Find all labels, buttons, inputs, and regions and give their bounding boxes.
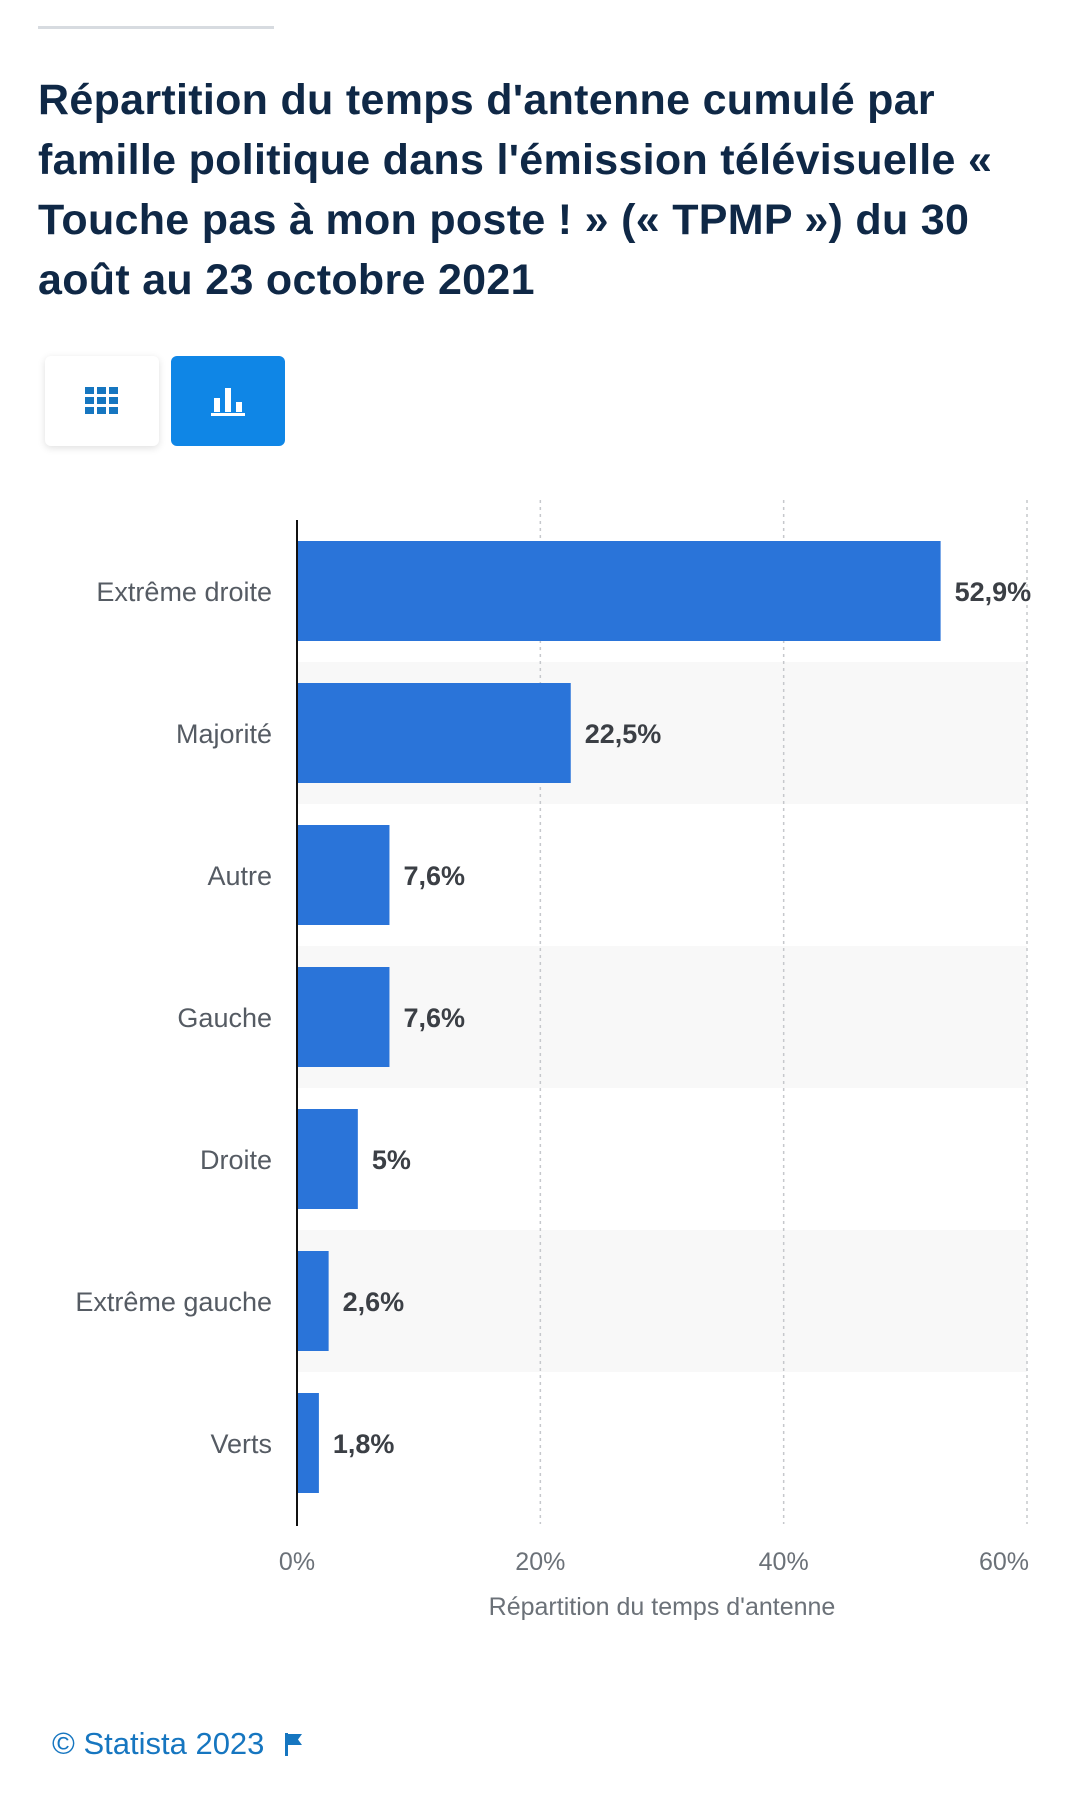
value-label: 5% — [372, 1145, 411, 1175]
bar — [297, 825, 390, 925]
bar-chart-icon — [211, 388, 245, 416]
category-label: Majorité — [176, 719, 272, 749]
bar — [297, 1393, 319, 1493]
flag-icon[interactable] — [284, 1731, 304, 1757]
category-label: Verts — [210, 1429, 272, 1459]
bar — [297, 541, 941, 641]
category-label: Droite — [200, 1145, 272, 1175]
statista-credit-link[interactable]: © Statista 2023 — [52, 1726, 265, 1761]
bar — [297, 1109, 358, 1209]
category-label: Gauche — [177, 1003, 272, 1033]
footer: © Statista 2023 — [52, 1726, 304, 1762]
value-label: 7,6% — [403, 861, 465, 891]
row-shading — [297, 1230, 1027, 1372]
value-label: 22,5% — [585, 719, 662, 749]
bar-chart: Extrême droite 52,9% Majorité 22,5% Autre 7,6… — [75, 500, 1032, 1620]
x-tick-label: 40% — [759, 1548, 809, 1576]
category-label: Autre — [207, 861, 272, 891]
table-grid-icon — [85, 387, 118, 414]
category-label: Extrême gauche — [75, 1287, 272, 1317]
chart-title: Répartition du temps d'antenne cumulé pa… — [38, 76, 993, 304]
category-label: Extrême droite — [96, 577, 272, 607]
value-label: 1,8% — [333, 1429, 395, 1459]
bar — [297, 683, 571, 783]
chart-view-button[interactable] — [171, 356, 285, 446]
value-label: 2,6% — [343, 1287, 405, 1317]
x-tick-label: 60% — [979, 1548, 1029, 1576]
value-label: 52,9% — [955, 577, 1032, 607]
bar — [297, 967, 390, 1067]
x-axis-title: Répartition du temps d'antenne — [489, 1593, 836, 1620]
x-tick-label: 0% — [279, 1548, 315, 1576]
bar — [297, 1251, 329, 1351]
value-label: 7,6% — [403, 1003, 465, 1033]
row-shading — [297, 946, 1027, 1088]
table-view-button[interactable] — [45, 356, 159, 446]
x-tick-label: 20% — [515, 1548, 565, 1576]
top-divider — [38, 26, 274, 29]
